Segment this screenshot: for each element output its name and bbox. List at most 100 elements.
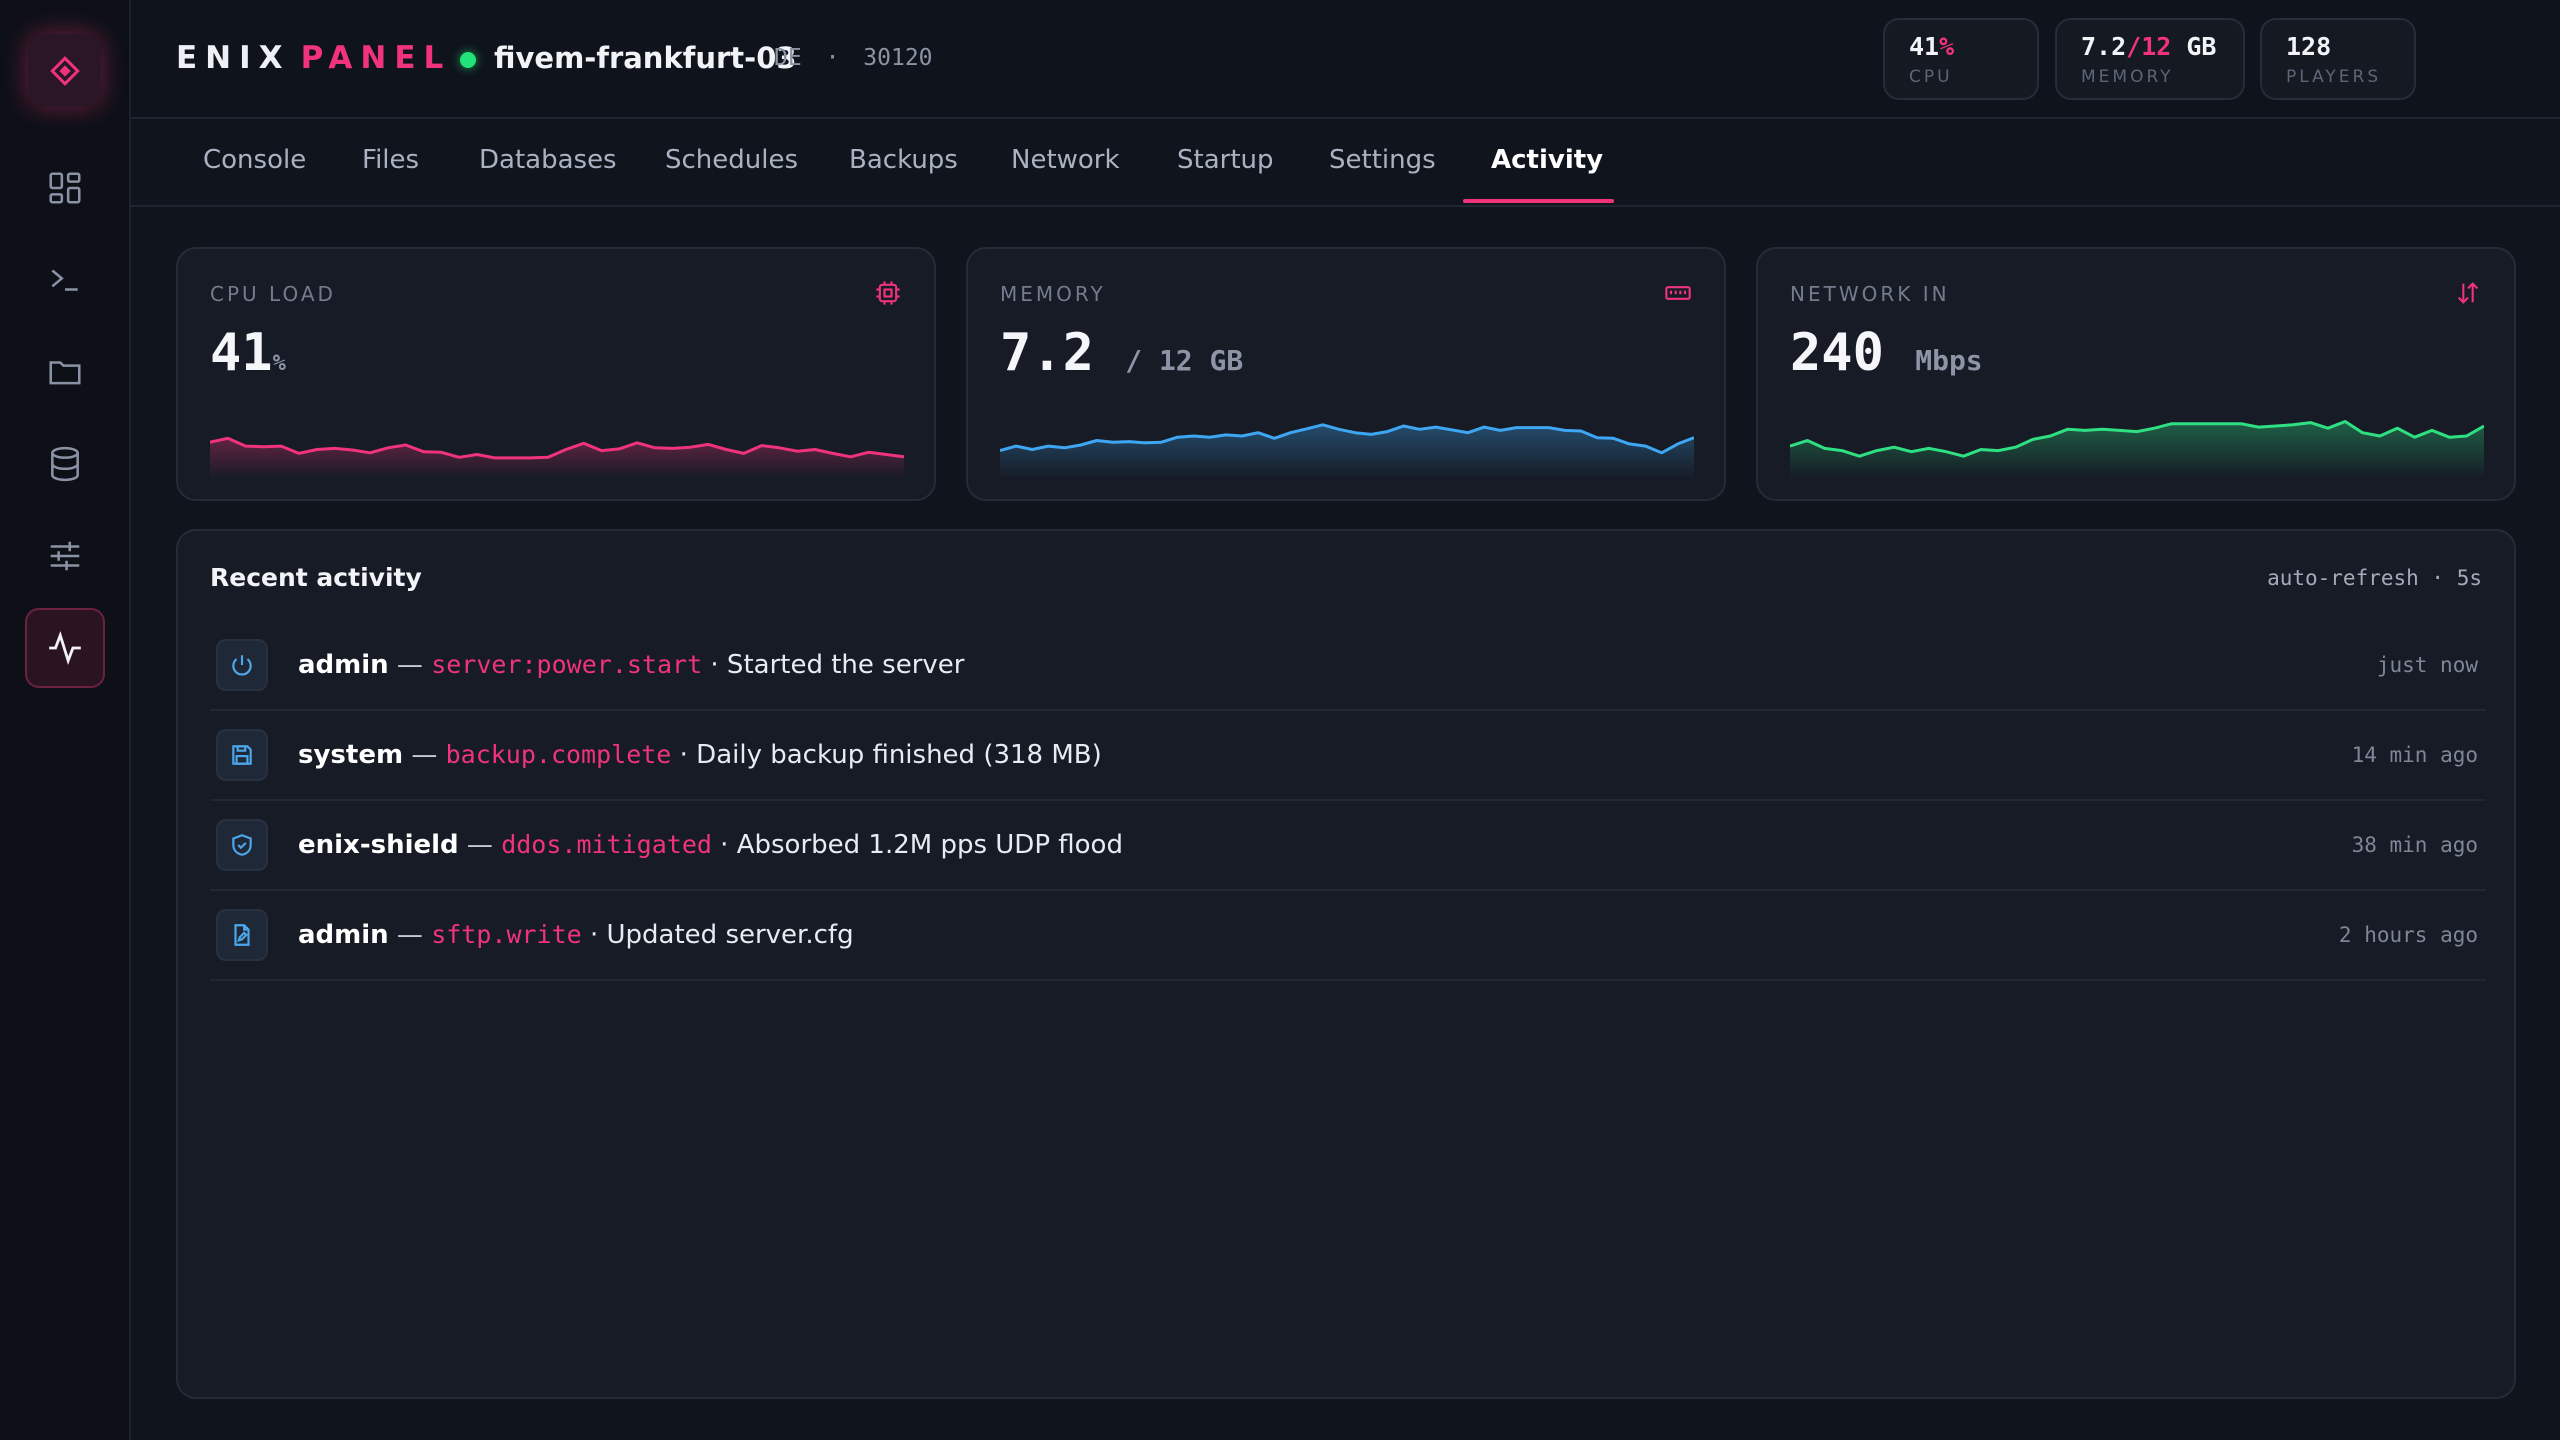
active-tab-indicator xyxy=(1463,199,1614,203)
activity-separator: — xyxy=(388,650,432,680)
cpu-stat-suffix: % xyxy=(1939,32,1955,61)
sidebar-item-settings[interactable] xyxy=(25,516,105,596)
tab-console[interactable]: Console xyxy=(203,145,307,175)
players-stat-pill: 128 PLAYERS xyxy=(2260,18,2416,100)
ram-icon xyxy=(1665,286,1691,300)
activity-separator: — xyxy=(403,740,446,770)
memory-stat-pill: 7.2/12 GB MEMORY xyxy=(2055,18,2245,100)
power-icon xyxy=(216,639,268,691)
server-port: 30120 xyxy=(863,45,933,71)
grid-icon xyxy=(49,172,81,204)
network-in-card: NETWORK IN 240 Mbps xyxy=(1756,247,2516,501)
sidebar-item-files[interactable] xyxy=(25,332,105,412)
network-sparkline xyxy=(1790,420,2484,479)
terminal-icon xyxy=(51,269,78,291)
activity-actor: system xyxy=(298,740,404,770)
tab-activity[interactable]: Activity xyxy=(1491,145,1604,175)
sparkline-area xyxy=(1790,421,2484,479)
sliders-icon xyxy=(50,541,80,571)
brand-word-accent: PANEL xyxy=(300,40,452,76)
transfer-icon xyxy=(2457,282,2479,304)
sparkline-line xyxy=(210,436,904,460)
cpu-stat-label: CPU xyxy=(1909,67,1953,87)
activity-row[interactable]: admin — sftp.write · Updated server.cfg … xyxy=(210,891,2486,981)
folder-icon xyxy=(49,361,81,385)
tab-settings[interactable]: Settings xyxy=(1329,145,1436,175)
players-stat-label: PLAYERS xyxy=(2286,67,2382,87)
memory-stat-total: /12 xyxy=(2126,32,2172,61)
activity-row[interactable]: enix-shield — ddos.mitigated · Absorbed … xyxy=(210,801,2486,891)
activity-actor: enix-shield xyxy=(298,830,459,860)
activity-message: · Daily backup finished (318 MB) xyxy=(671,740,1102,770)
sidebar-item-console[interactable] xyxy=(25,240,105,320)
tab-schedules[interactable]: Schedules xyxy=(665,145,799,175)
memory-value: 7.2 xyxy=(1000,323,1094,383)
activity-row[interactable]: system — backup.complete · Daily backup … xyxy=(210,711,2486,801)
save-icon xyxy=(216,729,268,781)
activity-time: 14 min ago xyxy=(2351,743,2478,767)
memory-sparkline xyxy=(1000,423,1694,479)
activity-message: · Started the server xyxy=(702,650,965,680)
top-bar: ENIX PANEL fivem-frankfurt-03 DE · 30120 … xyxy=(131,0,2560,119)
file-edit-icon xyxy=(216,909,268,961)
memory-stat-label: MEMORY xyxy=(2081,67,2174,87)
card-label: NETWORK IN xyxy=(1790,282,1950,306)
recent-activity-panel: Recent activity auto-refresh · 5s admin … xyxy=(176,529,2516,1399)
activity-separator: — xyxy=(388,920,432,950)
cpu-icon xyxy=(876,281,900,305)
activity-event: server:power.start xyxy=(431,650,703,679)
cpu-stat-value: 41 xyxy=(1909,32,1940,61)
network-unit: Mbps xyxy=(1915,344,1983,377)
auto-refresh-indicator[interactable]: auto-refresh · 5s xyxy=(2267,566,2482,590)
tab-databases[interactable]: Databases xyxy=(479,145,617,175)
online-status-dot xyxy=(460,52,476,68)
activity-time: 38 min ago xyxy=(2351,833,2478,857)
tab-backups[interactable]: Backups xyxy=(849,145,958,175)
tab-network[interactable]: Network xyxy=(1011,145,1120,175)
sparkline-line xyxy=(1000,423,1694,455)
cpu-value: 41 xyxy=(210,323,273,383)
activity-actor: admin xyxy=(298,650,389,680)
server-name: fivem-frankfurt-03 xyxy=(494,41,797,75)
cpu-stat-pill: 41% CPU xyxy=(1883,18,2039,100)
tab-files[interactable]: Files xyxy=(362,145,420,175)
card-value: 240 Mbps xyxy=(1790,323,1983,383)
activity-icon xyxy=(49,630,81,666)
activity-event: backup.complete xyxy=(445,740,672,769)
meta-separator: · xyxy=(825,45,840,71)
activity-text: admin — sftp.write · Updated server.cfg xyxy=(298,920,854,950)
database-icon xyxy=(51,446,79,482)
card-value: 41% xyxy=(210,323,286,383)
sidebar-item-dashboard[interactable] xyxy=(25,148,105,228)
memory-unit: / 12 GB xyxy=(1125,344,1244,377)
tab-startup[interactable]: Startup xyxy=(1177,145,1274,175)
memory-stat-value: 7.2 xyxy=(2081,32,2127,61)
server-meta: DE · 30120 xyxy=(774,45,933,71)
activity-row[interactable]: admin — server:power.start · Started the… xyxy=(210,621,2486,711)
brand-logo-text: ENIX PANEL xyxy=(176,40,451,76)
activity-event: sftp.write xyxy=(431,920,582,949)
memory-card: MEMORY 7.2 / 12 GB xyxy=(966,247,1726,501)
activity-text: enix-shield — ddos.mitigated · Absorbed … xyxy=(298,830,1123,860)
activity-text: system — backup.complete · Daily backup … xyxy=(298,740,1102,770)
shield-icon xyxy=(216,819,268,871)
sparkline-line xyxy=(1790,420,2484,458)
activity-separator: — xyxy=(458,830,502,860)
activity-time: just now xyxy=(2376,653,2478,677)
tab-bar: Console Files Databases Schedules Backup… xyxy=(131,121,2560,207)
panel-title: Recent activity xyxy=(210,563,422,592)
card-label: CPU LOAD xyxy=(210,282,336,306)
cpu-load-card: CPU LOAD 41% xyxy=(176,247,936,501)
sidebar-item-activity[interactable] xyxy=(25,608,105,688)
activity-actor: admin xyxy=(298,920,389,950)
server-region: DE xyxy=(774,45,802,71)
sidebar-item-databases[interactable] xyxy=(25,424,105,504)
logo[interactable] xyxy=(28,34,101,107)
cpu-unit: % xyxy=(272,351,286,376)
brand-word: ENIX xyxy=(176,40,291,76)
card-label: MEMORY xyxy=(1000,282,1106,306)
players-stat-value: 128 xyxy=(2286,32,2332,61)
logo-diamond-icon xyxy=(49,55,80,86)
activity-time: 2 hours ago xyxy=(2338,923,2478,947)
sparkline-area xyxy=(210,438,904,479)
